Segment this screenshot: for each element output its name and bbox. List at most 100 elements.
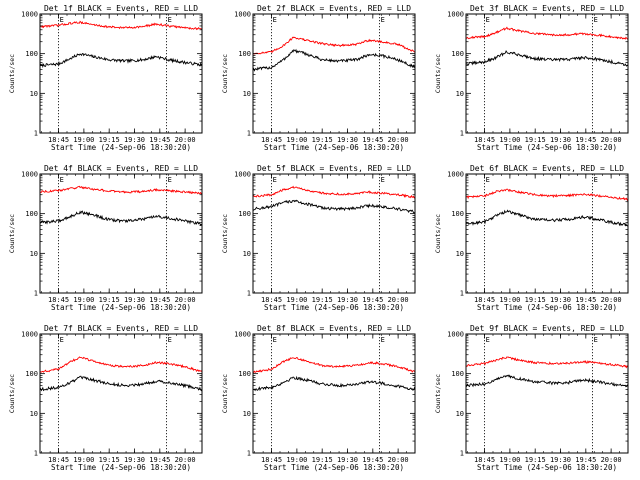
y-tick-label: 100 (238, 370, 251, 378)
y-tick-label: 10 (30, 90, 38, 98)
y-axis-label: Counts/sec (221, 214, 229, 253)
y-tick-label: 10 (456, 250, 464, 258)
marker-label: E (486, 176, 490, 184)
x-tick-label: 19:00 (286, 136, 307, 144)
panel-title: Det 1f BLACK = Events, RED = LLD (44, 4, 198, 13)
panel-det-1: Det 1f BLACK = Events, RED = LLD E E 1 10 100… (8, 4, 203, 152)
marker-label: E (273, 336, 277, 344)
x-tick-label: 20:00 (175, 296, 196, 304)
events-series (39, 53, 203, 69)
y-tick-label: 1 (247, 290, 251, 298)
events-series (252, 48, 416, 72)
x-tick-label: 19:30 (550, 296, 571, 304)
panel-det-8: Det 8f BLACK = Events, RED = LLD E E 1 10 100… (221, 324, 416, 472)
marker-label: E (594, 176, 598, 184)
y-axis-label: Counts/sec (434, 54, 442, 93)
x-tick-label: 19:00 (73, 296, 94, 304)
x-tick-label: 19:45 (149, 456, 170, 464)
y-tick-label: 10 (243, 90, 251, 98)
panel-det-6: Det 6f BLACK = Events, RED = LLD E E 1 10 100… (434, 164, 629, 312)
x-axis-label: Start Time (24-Sep-06 18:30:20) (264, 463, 404, 472)
x-tick-label: 18:45 (474, 456, 495, 464)
y-tick-label: 1000 (234, 331, 251, 339)
marker-label: E (594, 336, 598, 344)
x-tick-label: 19:30 (337, 136, 358, 144)
panel-title: Det 2f BLACK = Events, RED = LLD (257, 4, 411, 13)
x-tick-label: 19:45 (575, 136, 596, 144)
y-tick-label: 100 (25, 370, 38, 378)
x-tick-label: 20:00 (601, 136, 622, 144)
plot-frame (39, 173, 203, 294)
plot-frame (252, 173, 416, 294)
lld-series (39, 185, 203, 195)
marker-label: E (60, 16, 64, 24)
y-tick-label: 1000 (21, 11, 38, 19)
plot-frame (465, 333, 629, 454)
lld-series (39, 20, 203, 31)
panel-title: Det 4f BLACK = Events, RED = LLD (44, 164, 198, 173)
y-tick-label: 1 (34, 130, 38, 138)
y-tick-label: 1000 (234, 171, 251, 179)
y-tick-label: 10 (30, 250, 38, 258)
y-axis-label: Counts/sec (434, 214, 442, 253)
plot-frame (465, 173, 629, 294)
panel-title: Det 6f BLACK = Events, RED = LLD (470, 164, 624, 173)
lld-series (252, 357, 416, 373)
x-tick-label: 19:15 (312, 136, 333, 144)
panel-title: Det 8f BLACK = Events, RED = LLD (257, 324, 411, 333)
y-tick-label: 1000 (447, 11, 464, 19)
x-tick-label: 18:45 (48, 136, 69, 144)
marker-label: E (168, 336, 172, 344)
panel-det-9: Det 9f BLACK = Events, RED = LLD E E 1 10 100… (434, 324, 629, 472)
y-axis-label: Counts/sec (221, 54, 229, 93)
x-tick-label: 19:00 (499, 456, 520, 464)
x-tick-label: 19:15 (312, 296, 333, 304)
x-tick-label: 19:15 (99, 136, 120, 144)
lld-series (39, 356, 203, 373)
y-tick-label: 1000 (21, 171, 38, 179)
panel-det-4: Det 4f BLACK = Events, RED = LLD E E 1 10 100… (8, 164, 203, 312)
y-tick-label: 1 (247, 130, 251, 138)
marker-label: E (381, 16, 385, 24)
y-tick-label: 100 (451, 370, 464, 378)
x-tick-label: 19:45 (362, 136, 383, 144)
y-tick-label: 1000 (447, 331, 464, 339)
panel-det-2: Det 2f BLACK = Events, RED = LLD E E 1 10 100… (221, 4, 416, 152)
x-axis-label: Start Time (24-Sep-06 18:30:20) (51, 463, 191, 472)
x-tick-label: 19:30 (337, 456, 358, 464)
y-axis-label: Counts/sec (8, 214, 16, 253)
plot-frame (39, 13, 203, 134)
x-axis-label: Start Time (24-Sep-06 18:30:20) (51, 303, 191, 312)
plot-frame (252, 13, 416, 134)
x-tick-label: 19:15 (99, 456, 120, 464)
marker-label: E (168, 176, 172, 184)
y-tick-label: 100 (238, 50, 251, 58)
marker-label: E (486, 336, 490, 344)
x-tick-label: 19:45 (362, 296, 383, 304)
panel-det-5: Det 5f BLACK = Events, RED = LLD E E 1 10 100… (221, 164, 416, 312)
y-tick-label: 1 (34, 450, 38, 458)
x-axis-label: Start Time (24-Sep-06 18:30:20) (477, 303, 617, 312)
x-tick-label: 19:00 (286, 296, 307, 304)
y-tick-label: 1 (34, 290, 38, 298)
x-tick-label: 20:00 (175, 456, 196, 464)
y-tick-label: 1000 (447, 171, 464, 179)
x-tick-label: 19:15 (525, 456, 546, 464)
panel-title: Det 9f BLACK = Events, RED = LLD (470, 324, 624, 333)
x-tick-label: 20:00 (175, 136, 196, 144)
x-tick-label: 18:45 (48, 296, 69, 304)
x-tick-label: 19:15 (312, 456, 333, 464)
y-axis-label: Counts/sec (221, 374, 229, 413)
panel-title: Det 3f BLACK = Events, RED = LLD (470, 4, 624, 13)
x-tick-label: 19:15 (525, 136, 546, 144)
lld-series (465, 188, 629, 202)
x-tick-label: 19:30 (550, 136, 571, 144)
marker-label: E (60, 176, 64, 184)
x-tick-label: 18:45 (48, 456, 69, 464)
x-axis-label: Start Time (24-Sep-06 18:30:20) (51, 143, 191, 152)
x-tick-label: 20:00 (601, 456, 622, 464)
panel-title: Det 5f BLACK = Events, RED = LLD (257, 164, 411, 173)
x-tick-label: 19:45 (362, 456, 383, 464)
x-tick-label: 19:45 (575, 456, 596, 464)
x-tick-label: 19:00 (499, 296, 520, 304)
